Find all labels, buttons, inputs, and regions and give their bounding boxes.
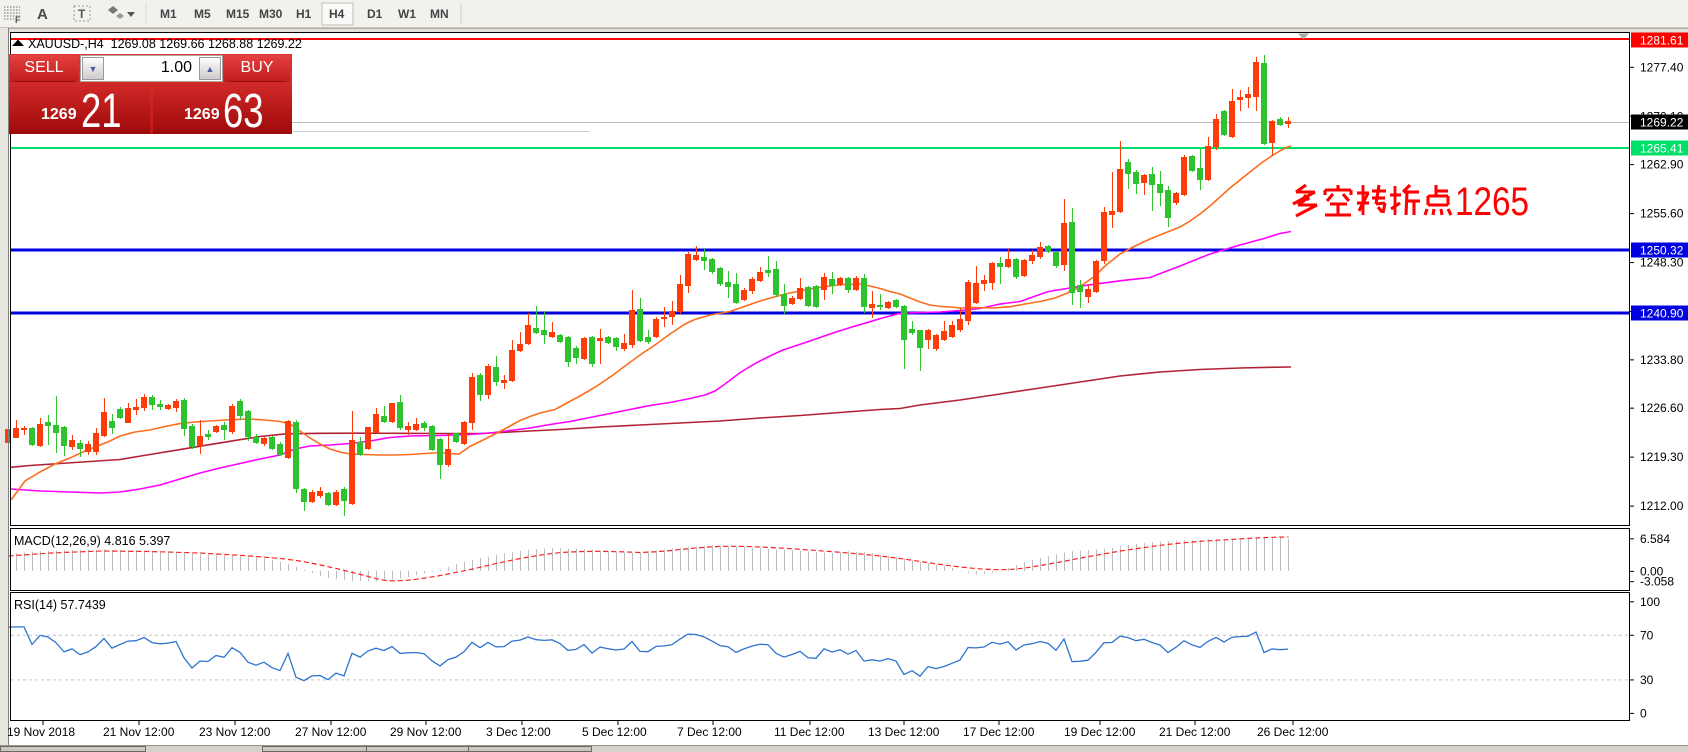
svg-text:1281.61: 1281.61 bbox=[1640, 34, 1684, 48]
svg-text:0: 0 bbox=[1640, 706, 1647, 720]
svg-text:-3.058: -3.058 bbox=[1640, 575, 1674, 589]
svg-text:MACD(12,26,9) 4.816 5.397: MACD(12,26,9) 4.816 5.397 bbox=[14, 534, 170, 548]
svg-text:13 Dec 12:00: 13 Dec 12:00 bbox=[868, 725, 940, 739]
svg-text:7 Dec 12:00: 7 Dec 12:00 bbox=[677, 725, 742, 739]
svg-text:26 Dec 12:00: 26 Dec 12:00 bbox=[1257, 725, 1329, 739]
svg-text:A: A bbox=[37, 6, 48, 23]
svg-text:19 Nov 2018: 19 Nov 2018 bbox=[7, 725, 75, 739]
svg-text:1248.30: 1248.30 bbox=[1640, 256, 1684, 270]
svg-text:1265: 1265 bbox=[1455, 180, 1529, 224]
svg-text:1250.32: 1250.32 bbox=[1640, 244, 1684, 258]
svg-text:XAUUSD-,H4 1269.08 1269.66 12: XAUUSD-,H4 1269.08 1269.66 1268.88 1269.… bbox=[28, 37, 302, 51]
svg-text:21 Nov 12:00: 21 Nov 12:00 bbox=[103, 725, 175, 739]
svg-text:11 Dec 12:00: 11 Dec 12:00 bbox=[774, 725, 845, 739]
svg-text:F: F bbox=[15, 15, 21, 25]
svg-text:29 Nov 12:00: 29 Nov 12:00 bbox=[390, 725, 462, 739]
svg-text:21 Dec 12:00: 21 Dec 12:00 bbox=[1159, 725, 1231, 739]
svg-text:6.584: 6.584 bbox=[1640, 532, 1670, 546]
svg-text:RSI(14) 57.7439: RSI(14) 57.7439 bbox=[14, 598, 106, 612]
svg-text:30: 30 bbox=[1640, 673, 1654, 687]
svg-text:27 Nov 12:00: 27 Nov 12:00 bbox=[295, 725, 367, 739]
svg-text:1212.00: 1212.00 bbox=[1640, 499, 1684, 513]
svg-text:0.00: 0.00 bbox=[1640, 564, 1664, 578]
svg-text:1255.60: 1255.60 bbox=[1640, 207, 1684, 221]
svg-text:1240.90: 1240.90 bbox=[1640, 307, 1684, 321]
svg-text:3 Dec 12:00: 3 Dec 12:00 bbox=[486, 725, 551, 739]
svg-text:1233.80: 1233.80 bbox=[1640, 353, 1684, 367]
svg-text:1226.60: 1226.60 bbox=[1640, 401, 1684, 415]
svg-text:19 Dec 12:00: 19 Dec 12:00 bbox=[1064, 725, 1136, 739]
svg-text:17 Dec 12:00: 17 Dec 12:00 bbox=[963, 725, 1035, 739]
svg-text:5 Dec 12:00: 5 Dec 12:00 bbox=[582, 725, 647, 739]
svg-text:23 Nov 12:00: 23 Nov 12:00 bbox=[199, 725, 271, 739]
svg-text:1262.90: 1262.90 bbox=[1640, 158, 1684, 172]
svg-text:1269.22: 1269.22 bbox=[1640, 116, 1684, 130]
svg-text:T: T bbox=[78, 7, 86, 21]
svg-text:100: 100 bbox=[1640, 595, 1660, 609]
svg-text:70: 70 bbox=[1640, 628, 1654, 642]
svg-text:1265.41: 1265.41 bbox=[1640, 142, 1684, 156]
svg-text:1277.40: 1277.40 bbox=[1640, 60, 1684, 74]
svg-text:1219.30: 1219.30 bbox=[1640, 450, 1684, 464]
